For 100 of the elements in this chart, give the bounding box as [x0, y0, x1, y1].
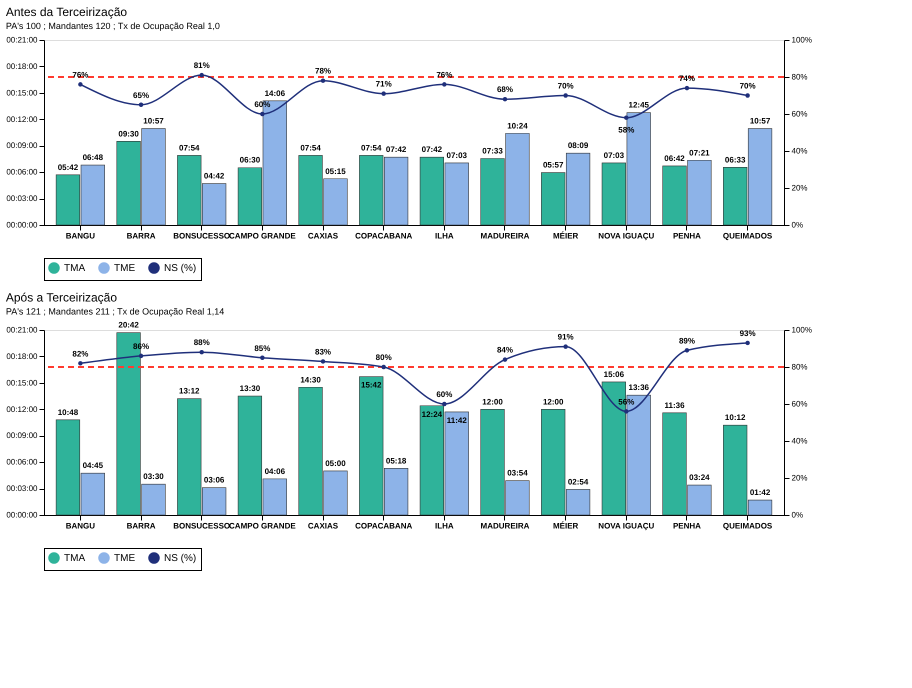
data-label: 10:12	[724, 413, 746, 422]
data-label: 05:15	[325, 166, 346, 176]
point	[260, 356, 265, 360]
y2-tick-label: 80%	[792, 72, 808, 82]
point	[260, 112, 265, 116]
legend-label: TMA	[64, 553, 86, 564]
x-tick-label: CAMPO GRANDE	[229, 232, 296, 240]
y2-tick-label: 100%	[792, 36, 812, 44]
data-label: 71%	[376, 80, 392, 89]
y2-tick-label: 60%	[792, 400, 808, 408]
x-tick-label: COPACABANA	[355, 522, 412, 530]
point	[442, 82, 447, 87]
y-tick-label: 00:12:00	[6, 404, 38, 414]
data-label: 03:30	[143, 472, 164, 482]
point	[684, 348, 690, 353]
x-tick-label: CAXIAS	[308, 522, 339, 530]
data-label: 07:54	[300, 143, 322, 152]
data-label: 02:54	[568, 477, 589, 486]
data-label: 89%	[678, 336, 695, 346]
data-label: 78%	[315, 66, 332, 76]
x-tick-label: CAXIAS	[308, 232, 339, 240]
x-tick-label: BONSUCESSO	[173, 522, 230, 530]
y-tick-label: 00:00:00	[6, 220, 38, 230]
data-label: 06:33	[724, 155, 746, 164]
y-tick-label: 00:18:00	[6, 62, 38, 71]
point	[381, 364, 386, 370]
data-label: 12:00	[542, 397, 564, 406]
y-tick-label: 00:21:00	[6, 326, 38, 334]
x-tick-label: MADUREIRA	[480, 522, 530, 530]
x-tick-label: BONSUCESSO	[173, 232, 230, 240]
x-tick-label: BARRA	[126, 232, 156, 240]
y-tick-label: 00:12:00	[6, 114, 38, 124]
data-label: 60%	[436, 390, 452, 399]
data-label: 80%	[376, 353, 392, 362]
point	[320, 359, 326, 364]
y-tick-label: 00:15:00	[6, 88, 38, 98]
point	[442, 402, 447, 406]
chart-subtitle: PA's 121 ; Mandantes 211 ; Tx de Ocupação Real 1,14	[6, 306, 224, 317]
x-tick-label: BARRA	[126, 522, 156, 530]
data-label: 04:45	[82, 461, 104, 470]
point	[199, 350, 204, 354]
y-tick-label: 00:21:00	[6, 36, 38, 44]
point	[745, 93, 750, 98]
data-label: 03:54	[507, 468, 528, 478]
data-label: 07:54	[360, 143, 382, 152]
data-label: 03:24	[689, 473, 710, 482]
data-label: 07:42	[422, 145, 443, 154]
data-label: 13:36	[628, 383, 650, 392]
y-tick-label: 00:03:00	[6, 194, 38, 204]
x-tick-label: ILHA	[434, 232, 454, 240]
y2-tick-label: 100%	[792, 326, 812, 334]
legend-label: NS (%)	[164, 553, 196, 564]
y-tick-label: 00:06:00	[6, 168, 38, 177]
point	[563, 344, 568, 349]
data-label: 05:18	[386, 456, 407, 466]
data-label: 20:42	[118, 320, 140, 330]
data-label: 07:54	[179, 143, 200, 152]
y-tick-label: 00:09:00	[6, 431, 38, 440]
data-label: 13:12	[179, 386, 200, 396]
point	[199, 72, 204, 78]
data-label: 85%	[254, 344, 270, 353]
point	[138, 102, 144, 107]
x-tick-label: COPACABANA	[355, 232, 412, 240]
data-label: 06:30	[240, 156, 261, 165]
legend-label: NS (%)	[164, 263, 196, 274]
point	[624, 115, 629, 120]
x-tick-label: BANGU	[66, 232, 96, 240]
y-tick-label: 00:18:00	[6, 352, 38, 361]
chart-subtitle: PA's 100 ; Mandantes 120 ; Tx de Ocupação Real 1,0	[6, 21, 220, 31]
data-label: 10:57	[143, 116, 164, 126]
chart-title: Após a Terceirização	[6, 290, 118, 305]
data-label: 04:06	[264, 466, 286, 476]
legend-label: TMA	[64, 263, 86, 274]
point	[138, 354, 144, 358]
data-label: 11:42	[446, 416, 468, 425]
y-tick-label: 00:15:00	[6, 378, 38, 388]
x-tick-label: ILHA	[434, 522, 454, 530]
point	[745, 340, 750, 346]
data-label: 05:42	[58, 162, 79, 172]
y2-tick-label: 40%	[792, 436, 808, 446]
y-tick-label: 00:06:00	[6, 458, 38, 467]
data-label: 70%	[740, 82, 756, 90]
data-label: 88%	[194, 338, 210, 348]
data-label: 10:48	[58, 408, 79, 417]
data-label: 08:09	[568, 141, 589, 150]
data-label: 05:00	[325, 458, 346, 468]
point	[684, 86, 690, 90]
data-label: 10:24	[507, 121, 528, 130]
y2-tick-label: 0%	[792, 220, 804, 230]
data-label: 11:36	[664, 400, 686, 410]
x-tick-label: NOVA IGUAÇU	[598, 232, 655, 240]
legend-label: TME	[114, 263, 136, 274]
data-label: 82%	[72, 349, 88, 358]
data-label: 12:45	[628, 100, 650, 110]
point	[320, 78, 326, 83]
data-label: 05:57	[542, 160, 564, 170]
x-tick-label: CAMPO GRANDE	[229, 522, 296, 530]
x-tick-label: PENHA	[672, 522, 702, 530]
point	[563, 93, 568, 98]
data-label: 65%	[133, 90, 150, 100]
